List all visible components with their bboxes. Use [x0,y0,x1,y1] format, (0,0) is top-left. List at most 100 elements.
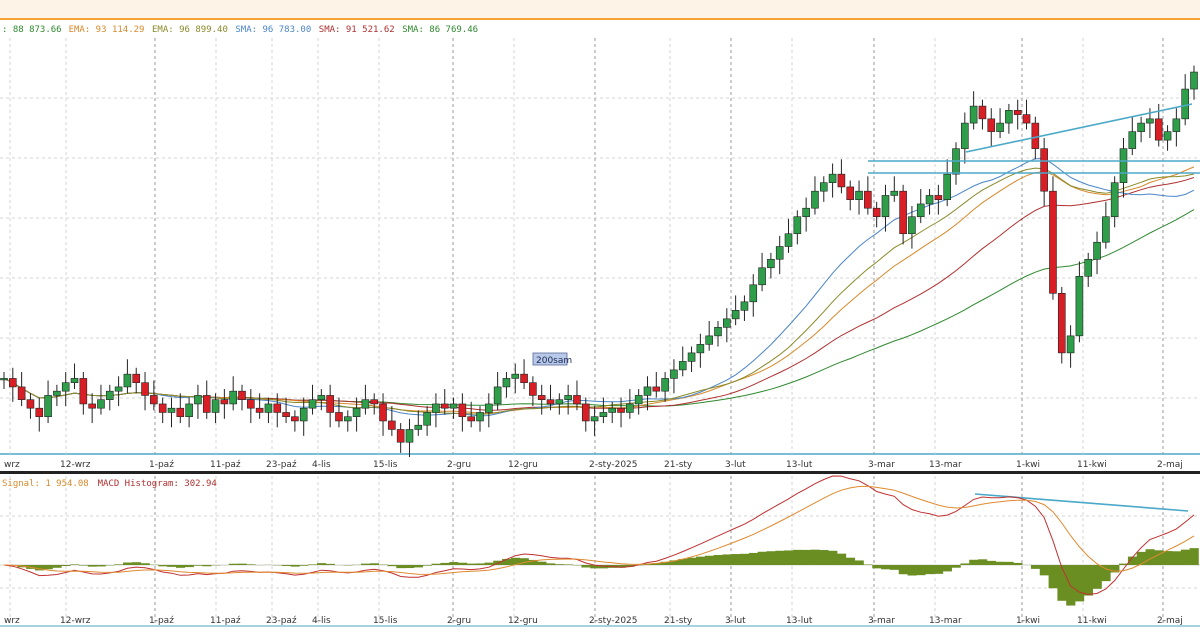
candle-up [194,395,202,405]
candle-up [925,195,934,205]
candle-up [749,284,758,303]
candle-down [291,416,299,422]
candle-up [678,361,687,371]
x-tick-label-macd: 2-maj [1157,616,1183,626]
macd-histogram-bar [748,552,759,565]
macd-histogram-bar [651,563,662,565]
x-tick-label-macd: 11-paź [210,616,241,626]
macd-histogram-bar [810,549,820,565]
candle-up [916,203,925,218]
candle-down [379,403,387,422]
candle-up [61,382,70,392]
x-tick-label-macd: 2-gru [447,616,471,626]
sma-short-line [3,158,1195,417]
macd-histogram-bar [845,557,855,565]
x-tick-label-macd: 1-kwi [1016,616,1040,626]
x-tick-label-macd: 12-gru [508,616,538,626]
x-tick-label-price: 23-paź [266,460,297,470]
x-tick-label-macd: 13-mar [929,616,962,626]
candle-up [123,373,132,388]
window-top-bar [0,0,1200,20]
candle-up [758,267,766,286]
indicator-legend-item: SMA: 91 521.62 [319,25,395,35]
candle-down [846,186,855,200]
candle-up [502,378,511,388]
macd-histogram-bar [1030,565,1041,569]
candle-up [299,407,308,422]
macd-histogram-bar [1154,550,1164,565]
x-tick-label-price: 11-paź [210,460,241,470]
candle-down [1022,114,1031,124]
candle-down [255,407,264,413]
candle-up [361,399,370,409]
macd-histogram-bar [563,564,573,565]
candle-up [855,190,863,200]
macd-histogram-bar [969,559,979,565]
macd-histogram-bar [193,565,203,566]
candle-down [458,403,467,418]
candle-up [317,395,326,400]
macd-histogram-bar [34,565,45,571]
macd-divergence-line[interactable] [974,493,1189,512]
x-tick-label-price: 15-lis [373,460,398,470]
candle-up [1102,216,1110,243]
macd-histogram-bar [863,564,873,565]
sma-long-line [3,209,1195,407]
macd-histogram-bar [1101,565,1111,582]
macd-histogram-bar [546,563,556,565]
macd-histogram-bar [1004,561,1014,565]
macd-histogram-bar [78,565,89,566]
macd-histogram-bar [316,563,327,565]
candle-down [88,403,96,409]
x-tick-label-price: 4-lis [312,460,331,470]
x-tick-label-price: 2-sty-2025 [589,460,638,470]
candle-down [581,403,590,422]
macd-histogram-bar [431,563,441,565]
candle-up [555,399,564,405]
macd-histogram-bar [907,565,917,576]
macd-histogram-bar [1145,549,1155,565]
x-tick-label-price: 1-kwi [1016,460,1040,470]
macd-histogram-bar [537,561,547,565]
candle-up [1084,258,1093,277]
candle-up [414,424,423,430]
candle-up [802,207,810,218]
candle-up [670,369,678,379]
macd-histogram-bar [440,562,450,565]
candle-up [105,390,114,400]
macd-histogram-bar [581,565,591,568]
macd-histogram-bar [775,550,785,565]
macd-histogram-bar [405,565,415,569]
candle-down [467,416,475,422]
price-trendline[interactable] [965,103,1193,153]
candle-down [247,399,255,409]
candle-down [1040,148,1048,192]
x-tick-label-macd: 2-sty-2025 [589,616,638,626]
macd-legend-item: MACD Histogram: 302.94 [98,479,217,489]
candle-down [388,420,396,430]
candle-down [899,190,907,235]
indicator-legend-item: : 88 873.66 [2,25,62,35]
candle-down [79,378,88,405]
candle-down [17,386,26,400]
macd-histogram-bar [1057,565,1067,601]
ema-fast-line [3,166,1195,414]
candle-up [705,335,713,345]
macd-histogram-bar [916,565,926,576]
candle-down [202,395,211,413]
macd-histogram-bar [713,555,723,565]
candle-up [70,378,79,383]
macd-histogram-bar [1083,565,1093,596]
candle-up [1005,110,1013,124]
candle-up [229,390,237,405]
macd-histogram-bar [96,565,106,567]
candle-up [643,386,652,396]
candle-up [775,246,784,260]
macd-histogram-bar [413,565,424,568]
x-tick-label-macd: 3-lut [725,616,746,626]
indicator-legend-item: EMA: 96 899.40 [152,25,228,35]
candle-up [819,182,828,192]
macd-histogram-bar [616,565,626,568]
candle-up [1110,182,1119,218]
